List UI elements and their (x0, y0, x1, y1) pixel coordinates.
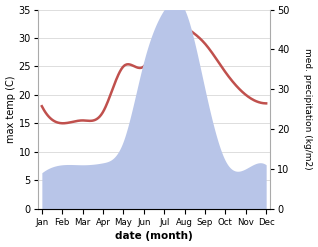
Y-axis label: max temp (C): max temp (C) (5, 75, 16, 143)
Y-axis label: med. precipitation (kg/m2): med. precipitation (kg/m2) (303, 48, 313, 170)
X-axis label: date (month): date (month) (115, 231, 193, 242)
